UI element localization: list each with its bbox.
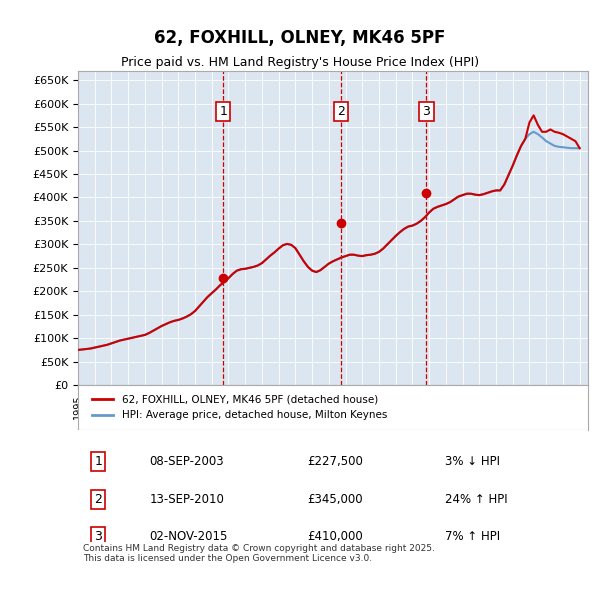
Text: 02-NOV-2015: 02-NOV-2015 <box>149 530 228 543</box>
Text: 08-SEP-2003: 08-SEP-2003 <box>149 455 224 468</box>
Text: 7% ↑ HPI: 7% ↑ HPI <box>445 530 500 543</box>
Text: £345,000: £345,000 <box>308 493 363 506</box>
Text: 3: 3 <box>422 105 430 118</box>
Text: 2: 2 <box>94 493 103 506</box>
Text: 24% ↑ HPI: 24% ↑ HPI <box>445 493 508 506</box>
Text: £410,000: £410,000 <box>308 530 363 543</box>
Text: 1: 1 <box>94 455 103 468</box>
Text: 13-SEP-2010: 13-SEP-2010 <box>149 493 224 506</box>
Text: Price paid vs. HM Land Registry's House Price Index (HPI): Price paid vs. HM Land Registry's House … <box>121 56 479 69</box>
Text: 1: 1 <box>220 105 227 118</box>
Text: 3% ↓ HPI: 3% ↓ HPI <box>445 455 500 468</box>
Text: £227,500: £227,500 <box>308 455 364 468</box>
Legend: 62, FOXHILL, OLNEY, MK46 5PF (detached house), HPI: Average price, detached hous: 62, FOXHILL, OLNEY, MK46 5PF (detached h… <box>88 391 391 424</box>
Text: Contains HM Land Registry data © Crown copyright and database right 2025.
This d: Contains HM Land Registry data © Crown c… <box>83 544 435 563</box>
Text: 3: 3 <box>94 530 103 543</box>
Text: 2: 2 <box>337 105 344 118</box>
Text: 62, FOXHILL, OLNEY, MK46 5PF: 62, FOXHILL, OLNEY, MK46 5PF <box>154 30 446 48</box>
